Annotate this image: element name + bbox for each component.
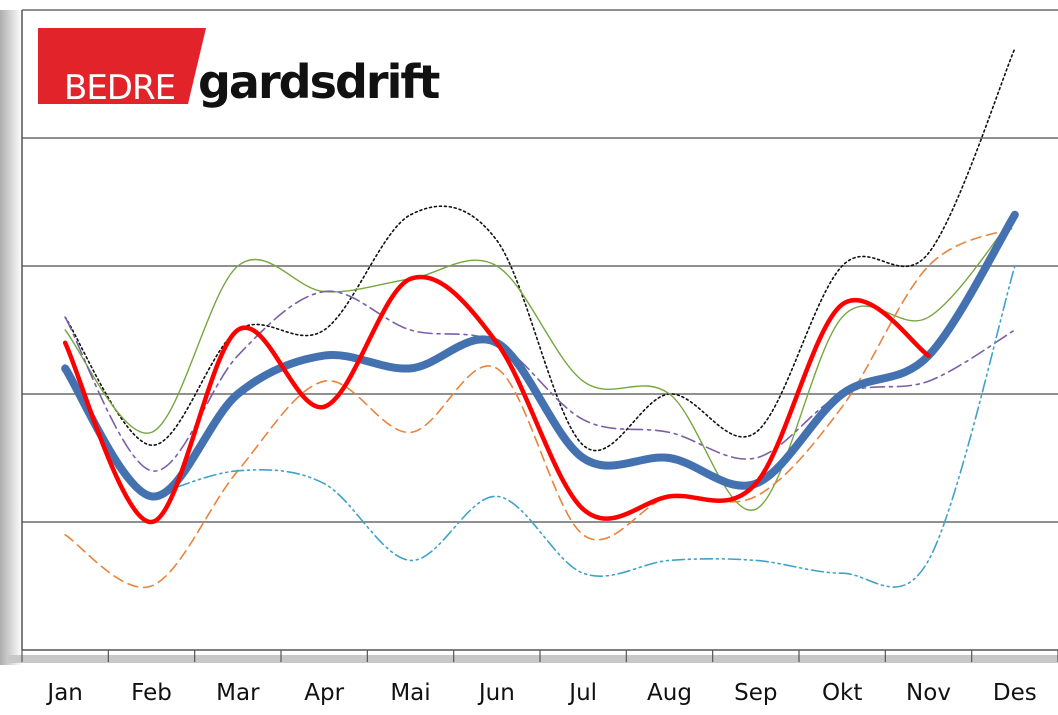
series-layer <box>61 47 1019 589</box>
x-tick-label-apr: Apr <box>304 680 344 706</box>
x-tick-label-jan: Jan <box>45 680 82 706</box>
x-tick-label-jun: Jun <box>477 680 515 706</box>
x-tick-label-aug: Aug <box>647 680 692 706</box>
series-teal-dashdot <box>150 265 1016 588</box>
x-axis <box>21 10 1058 662</box>
x-tick-label-okt: Okt <box>822 680 862 706</box>
series-blue-thick <box>61 210 1019 501</box>
plot-bottom-shadow <box>8 655 1058 663</box>
x-tick-label-sep: Sep <box>734 680 777 706</box>
plot-left-shadow <box>0 10 22 665</box>
x-tick-label-jul: Jul <box>567 680 597 706</box>
logo-red-block <box>38 28 206 104</box>
x-tick-label-des: Des <box>993 680 1037 706</box>
x-tick-label-mai: Mai <box>390 680 430 706</box>
x-tick-labels: Jan Feb Mar Apr Mai Jun Jul Aug Sep Okt Nov Des <box>45 680 1036 706</box>
logo: BEDRE gardsdrift <box>38 28 441 109</box>
series-orange-dashed <box>64 226 1016 589</box>
series-red-thick <box>62 274 931 525</box>
x-tick-label-feb: Feb <box>131 680 172 706</box>
logo-text-gardsdrift: gardsdrift <box>198 55 439 109</box>
series-green-solid <box>64 214 1016 511</box>
logo-text-bedre: BEDRE <box>64 68 175 108</box>
x-tick-label-nov: Nov <box>906 680 951 706</box>
x-tick-label-mar: Mar <box>216 680 260 706</box>
